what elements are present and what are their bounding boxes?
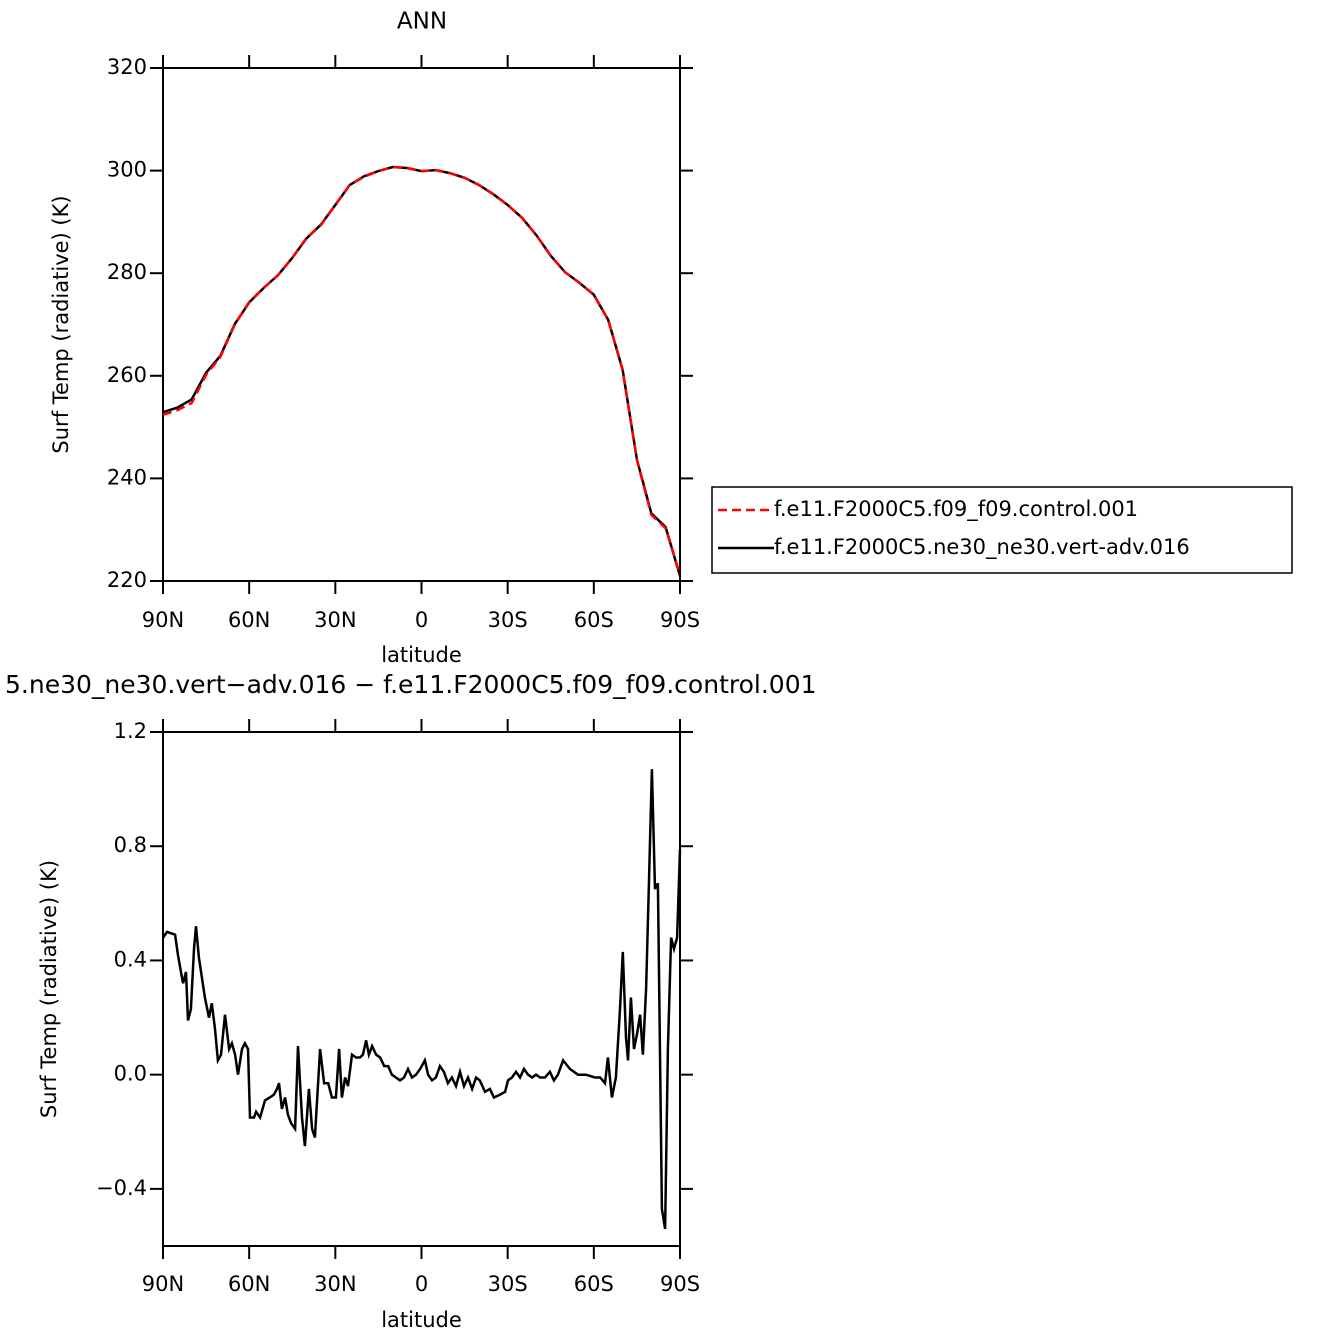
x-tick-label: 0: [415, 1272, 428, 1296]
x-tick-label: 0: [415, 608, 428, 632]
x-tick-label: 30S: [488, 608, 528, 632]
x-tick-label: 90S: [660, 1272, 700, 1296]
y-tick-label: 280: [107, 260, 147, 284]
y-tick-label: 320: [107, 55, 147, 79]
y-tick-label: 0.0: [114, 1062, 147, 1086]
x-tick-label: 90N: [142, 1272, 184, 1296]
x-tick-label: 60S: [574, 608, 614, 632]
y-axis-label: Surf Temp (radiative) (K): [37, 860, 61, 1118]
y-tick-label: 220: [107, 568, 147, 592]
x-tick-label: 30S: [488, 1272, 528, 1296]
x-axis-label: latitude: [381, 643, 462, 667]
x-tick-label: 60S: [574, 1272, 614, 1296]
legend-box: [711, 486, 1293, 574]
y-tick-label: 0.8: [114, 833, 147, 857]
x-tick-label: 60N: [228, 1272, 270, 1296]
x-tick-label: 30N: [314, 1272, 356, 1296]
y-tick-label: −0.4: [96, 1176, 147, 1200]
y-tick-label: 1.2: [114, 719, 147, 743]
y-tick-label: 260: [107, 363, 147, 387]
legend-label: f.e11.F2000C5.ne30_ne30.vert-adv.016: [774, 535, 1190, 560]
legend-label: f.e11.F2000C5.f09_f09.control.001: [774, 497, 1138, 522]
x-tick-label: 90S: [660, 608, 700, 632]
y-tick-label: 300: [107, 158, 147, 182]
chart-title: 5.ne30_ne30.vert−adv.016 − f.e11.F2000C5…: [5, 670, 817, 699]
plot-frame: [162, 731, 681, 1247]
y-tick-label: 240: [107, 465, 147, 489]
data-line: [162, 165, 682, 576]
chart-title: ANN: [397, 9, 447, 35]
y-axis-label: Surf Temp (radiative) (K): [49, 195, 73, 453]
y-tick-label: 0.4: [114, 947, 147, 971]
x-tick-label: 30N: [314, 608, 356, 632]
data-line: [162, 165, 682, 577]
x-tick-label: 60N: [228, 608, 270, 632]
data-line: [161, 769, 682, 1230]
x-axis-label: latitude: [381, 1308, 462, 1332]
x-tick-label: 90N: [142, 608, 184, 632]
plot-frame: [162, 67, 681, 582]
